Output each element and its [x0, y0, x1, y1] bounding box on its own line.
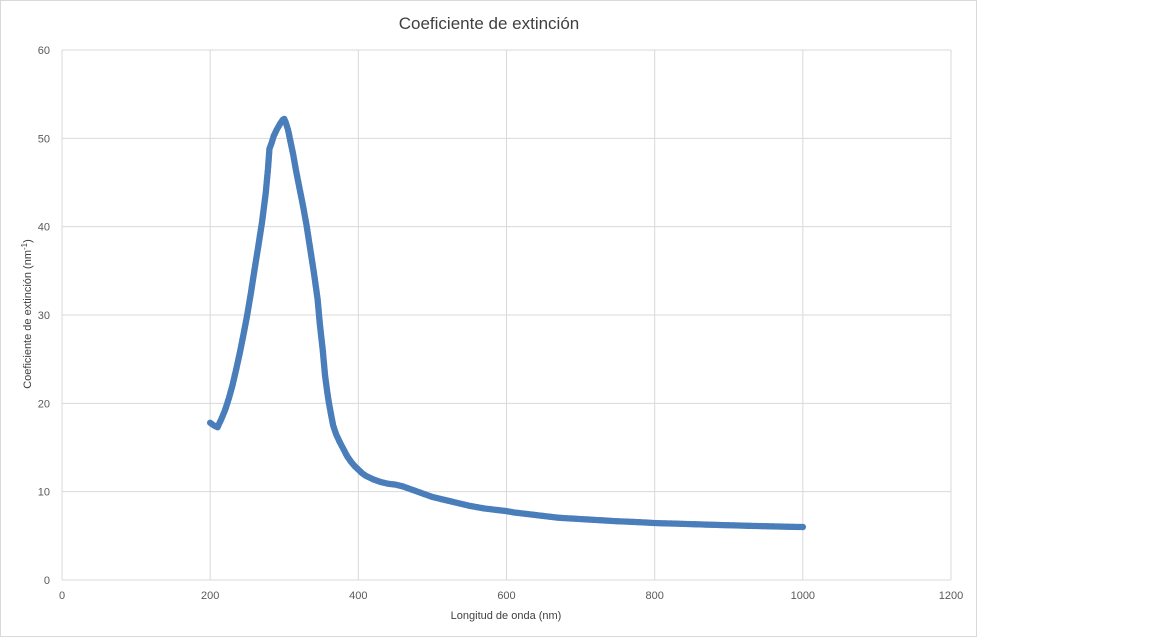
x-tick-label: 1000: [791, 590, 815, 602]
x-tick-label: 1200: [939, 590, 963, 602]
y-tick-label: 20: [38, 398, 50, 410]
x-axis-title: Longitud de onda (nm): [451, 610, 562, 622]
y-tick-label: 40: [38, 222, 50, 234]
chart-title: Coeficiente de extinción: [399, 14, 580, 33]
grid-layer: [61, 49, 952, 581]
y-axis-title-main: Coeficiente de extinción (nm: [22, 250, 34, 389]
data-point: [799, 523, 807, 531]
y-tick-label: 0: [44, 575, 50, 587]
x-tick-label: 0: [59, 590, 65, 602]
x-tick-labels: 0 200 400 600 800 1000 1200: [59, 590, 963, 602]
y-tick-label: 10: [38, 487, 50, 499]
data-points: [206, 115, 807, 531]
x-tick-label: 800: [645, 590, 663, 602]
chart-svg: Coeficiente de extinción 0 10 20 30 40 50 60 0…: [20, 14, 964, 622]
y-axis-title-superscript: -1: [20, 242, 29, 250]
y-tick-label: 50: [38, 133, 50, 145]
y-tick-label: 60: [38, 45, 50, 57]
x-tick-label: 600: [497, 590, 515, 602]
y-tick-labels: 0 10 20 30 40 50 60: [38, 45, 50, 587]
y-tick-label: 30: [38, 310, 50, 322]
x-tick-label: 400: [349, 590, 367, 602]
y-axis-title: Coeficiente de extinción (nm-1): [20, 239, 35, 389]
x-tick-label: 200: [201, 590, 219, 602]
y-axis-title-end: ): [22, 239, 34, 243]
chart-frame: Coeficiente de extinción 0 10 20 30 40 50 60 0…: [0, 0, 977, 637]
